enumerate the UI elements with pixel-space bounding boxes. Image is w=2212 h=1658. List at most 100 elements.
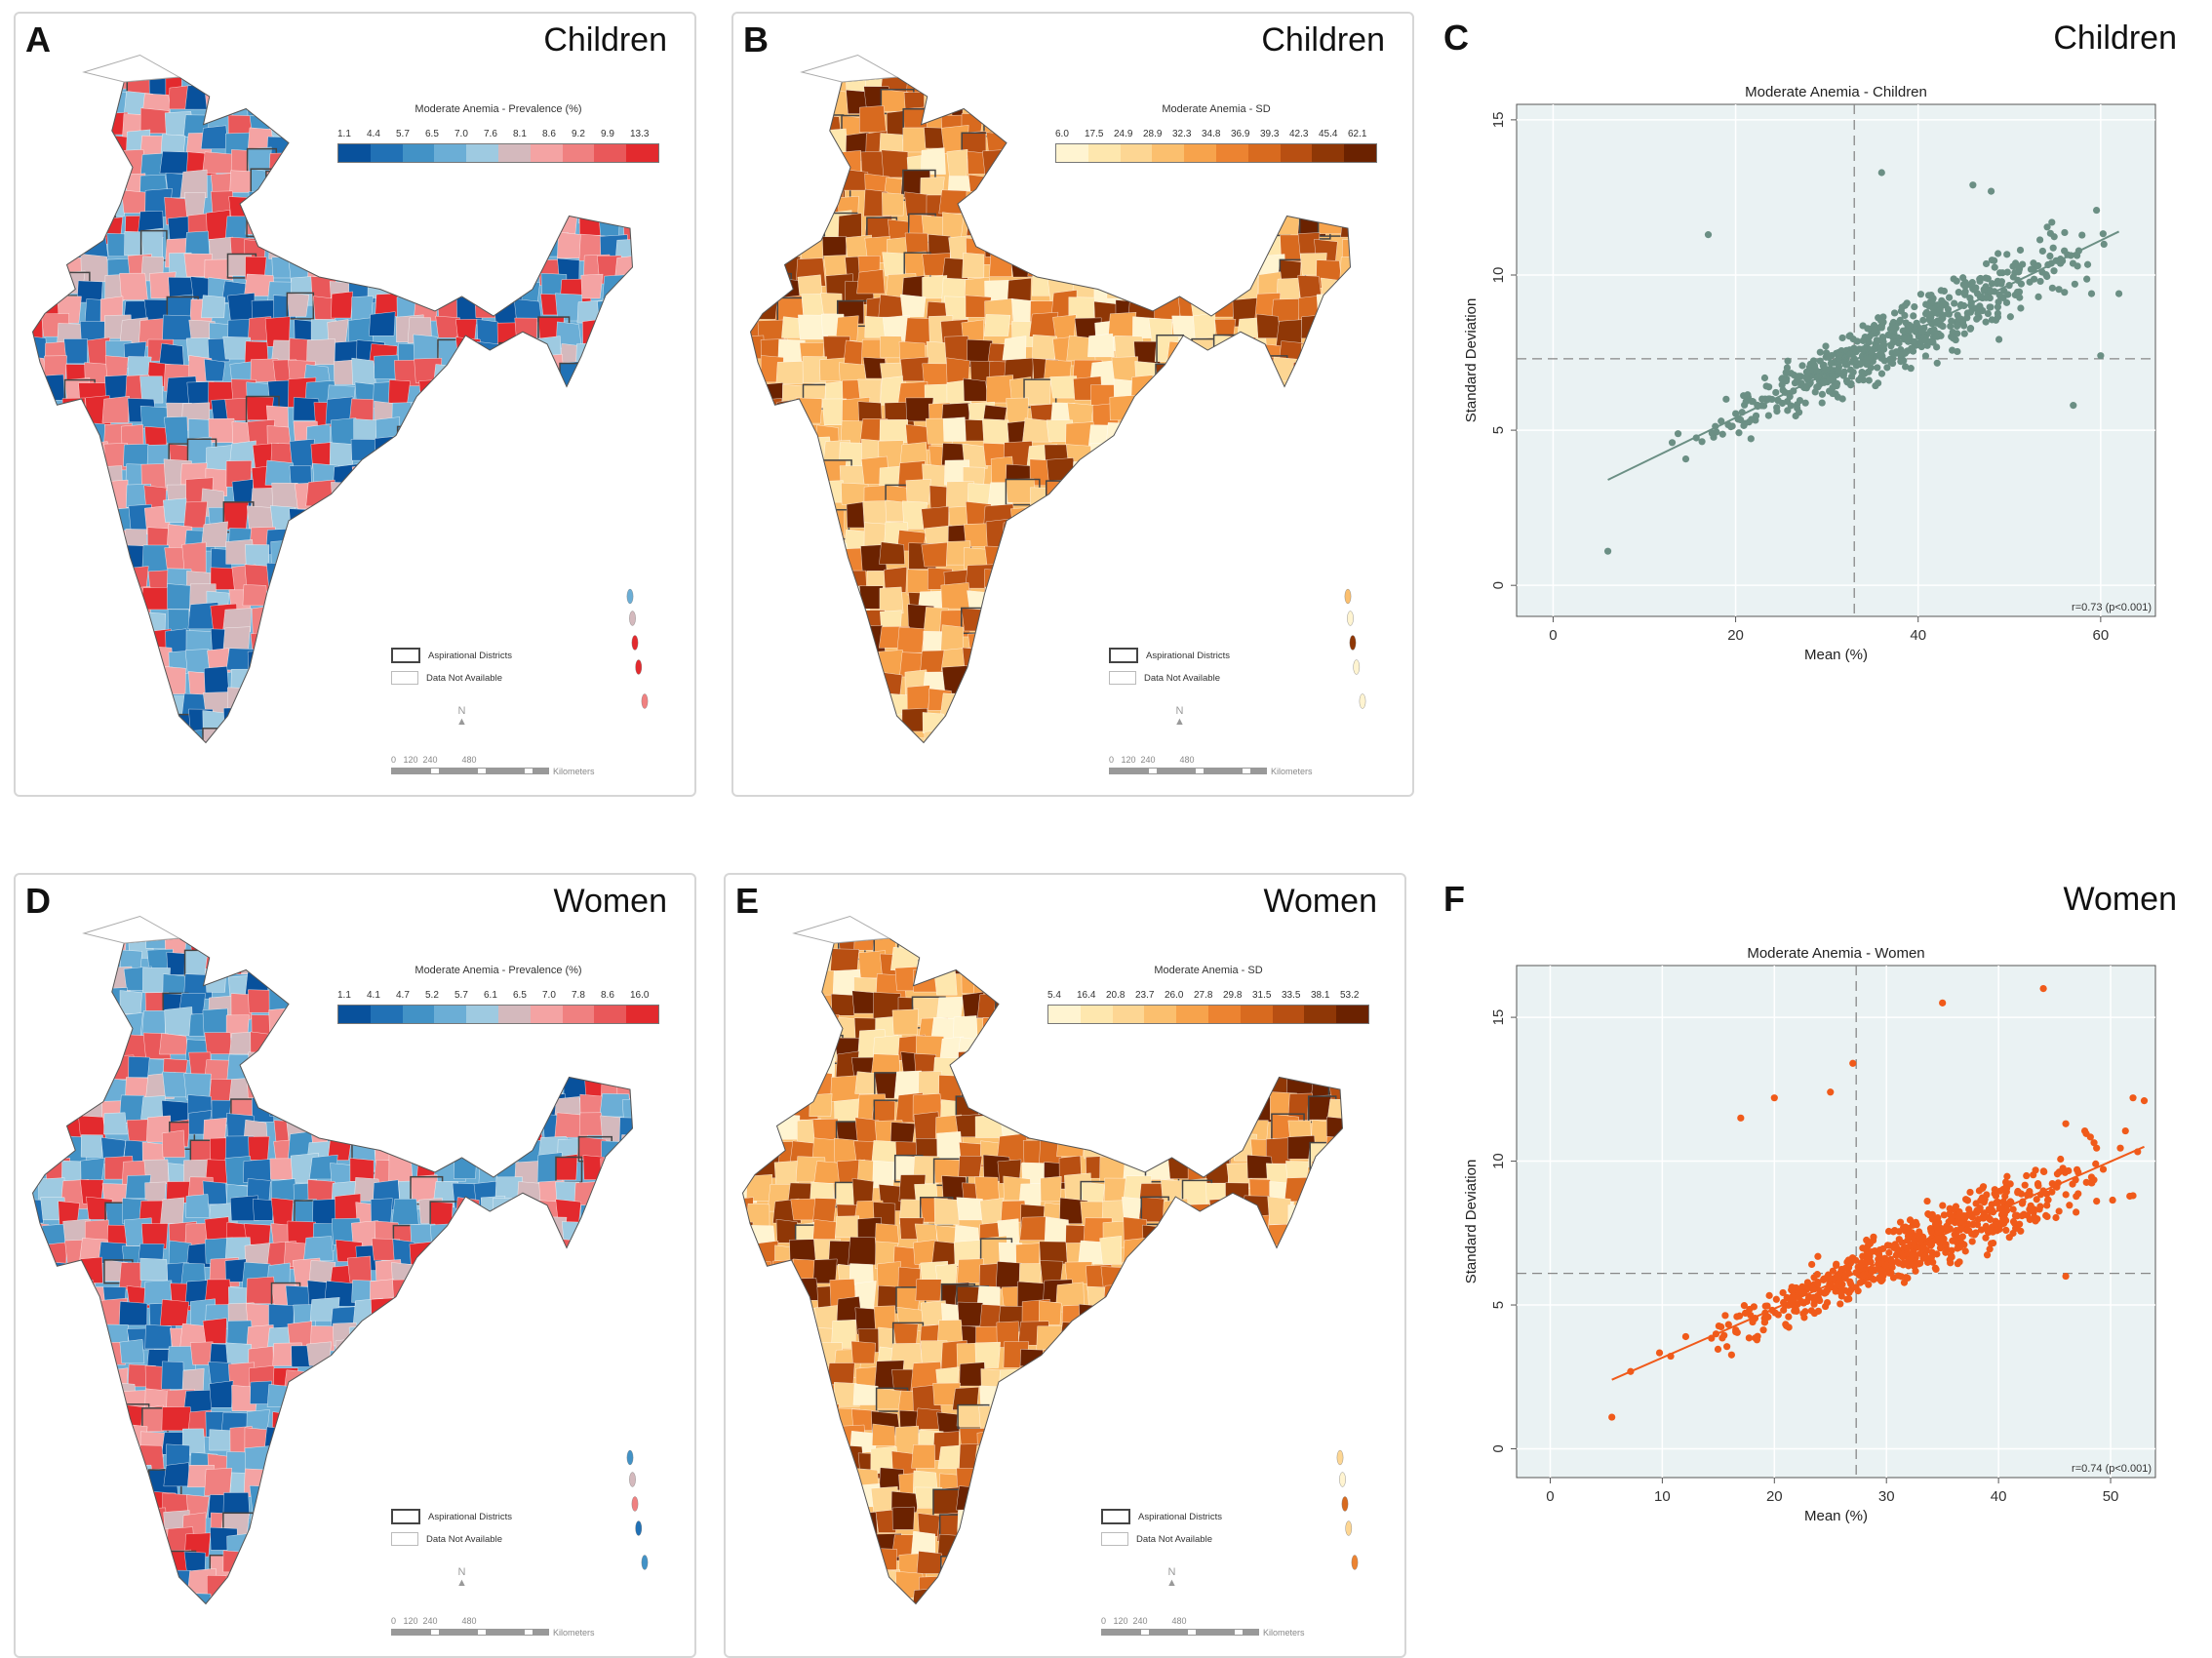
district xyxy=(79,129,103,152)
district xyxy=(601,928,625,953)
district xyxy=(747,1301,770,1328)
district xyxy=(1063,1035,1086,1059)
district xyxy=(60,1057,87,1086)
district xyxy=(622,314,648,341)
district xyxy=(1306,1240,1334,1264)
district xyxy=(165,1599,189,1623)
district xyxy=(349,506,377,533)
district xyxy=(1131,508,1162,534)
district xyxy=(934,931,958,952)
district xyxy=(1253,1429,1278,1450)
aspirational-district xyxy=(1110,445,1141,468)
district xyxy=(1089,691,1119,718)
district xyxy=(740,237,770,266)
district xyxy=(58,137,85,161)
district xyxy=(478,523,505,545)
district xyxy=(201,296,225,318)
district xyxy=(496,587,524,612)
aspirational-district xyxy=(583,65,611,97)
district xyxy=(1319,211,1344,233)
district xyxy=(372,1384,399,1410)
district xyxy=(494,465,526,493)
scatter-point xyxy=(2039,248,2046,255)
district xyxy=(1223,1199,1249,1224)
district xyxy=(430,1224,453,1251)
district xyxy=(753,1535,776,1558)
district xyxy=(817,586,842,612)
district xyxy=(747,1361,773,1385)
map-key: Aspirational Districts Data Not Availabl… xyxy=(391,1509,512,1554)
district xyxy=(803,130,826,152)
district xyxy=(1252,696,1284,723)
district xyxy=(1165,1283,1189,1307)
district xyxy=(977,992,1006,1017)
district xyxy=(389,603,415,633)
district xyxy=(376,177,401,199)
district xyxy=(310,608,336,634)
district xyxy=(762,258,788,286)
district xyxy=(415,572,444,593)
island xyxy=(1354,660,1360,675)
district xyxy=(796,544,822,572)
legend-swatch xyxy=(338,144,371,162)
district xyxy=(772,951,795,976)
legend-swatch xyxy=(1216,144,1248,162)
district xyxy=(252,1591,278,1619)
scatter-point xyxy=(1821,379,1828,386)
district xyxy=(576,612,601,637)
district xyxy=(1028,253,1053,277)
district xyxy=(1050,714,1077,741)
district xyxy=(160,1198,184,1224)
district xyxy=(1198,443,1222,466)
district xyxy=(1000,1403,1027,1427)
district xyxy=(583,570,610,597)
aspirational-district xyxy=(1319,631,1345,658)
district xyxy=(478,1120,503,1145)
island xyxy=(642,694,648,709)
district xyxy=(845,673,869,699)
district xyxy=(1107,1092,1129,1117)
aspirational-district xyxy=(1086,240,1112,265)
district xyxy=(1146,928,1169,955)
district xyxy=(1086,467,1107,489)
district xyxy=(518,675,539,700)
district xyxy=(349,1325,375,1354)
district xyxy=(982,196,1010,217)
district xyxy=(1340,712,1363,739)
district xyxy=(476,416,497,442)
district xyxy=(1297,629,1320,651)
district xyxy=(1226,1551,1254,1573)
district xyxy=(599,323,625,348)
district xyxy=(105,1467,130,1489)
district xyxy=(286,105,312,134)
district xyxy=(1065,1568,1093,1592)
district xyxy=(621,607,652,630)
scatter-point xyxy=(1796,409,1802,415)
district xyxy=(1086,651,1109,673)
district xyxy=(1091,613,1113,639)
district xyxy=(1026,73,1050,97)
district xyxy=(536,1239,561,1270)
district xyxy=(956,1486,987,1511)
district xyxy=(353,1408,381,1432)
district xyxy=(229,197,251,218)
district xyxy=(456,569,477,592)
aspirational-district xyxy=(559,1304,587,1331)
district xyxy=(146,688,172,709)
island xyxy=(636,660,642,675)
district xyxy=(947,149,968,178)
district xyxy=(102,565,130,590)
district xyxy=(997,1016,1020,1042)
district xyxy=(41,1139,66,1163)
district xyxy=(1310,1299,1341,1322)
district xyxy=(451,1092,479,1117)
district xyxy=(394,713,417,737)
district xyxy=(1020,1366,1047,1391)
district xyxy=(556,442,585,467)
aspirational-district xyxy=(416,1578,443,1605)
district xyxy=(1070,669,1095,694)
district xyxy=(1146,1115,1170,1137)
district xyxy=(1098,1118,1125,1141)
district xyxy=(140,108,169,134)
district xyxy=(731,948,758,971)
